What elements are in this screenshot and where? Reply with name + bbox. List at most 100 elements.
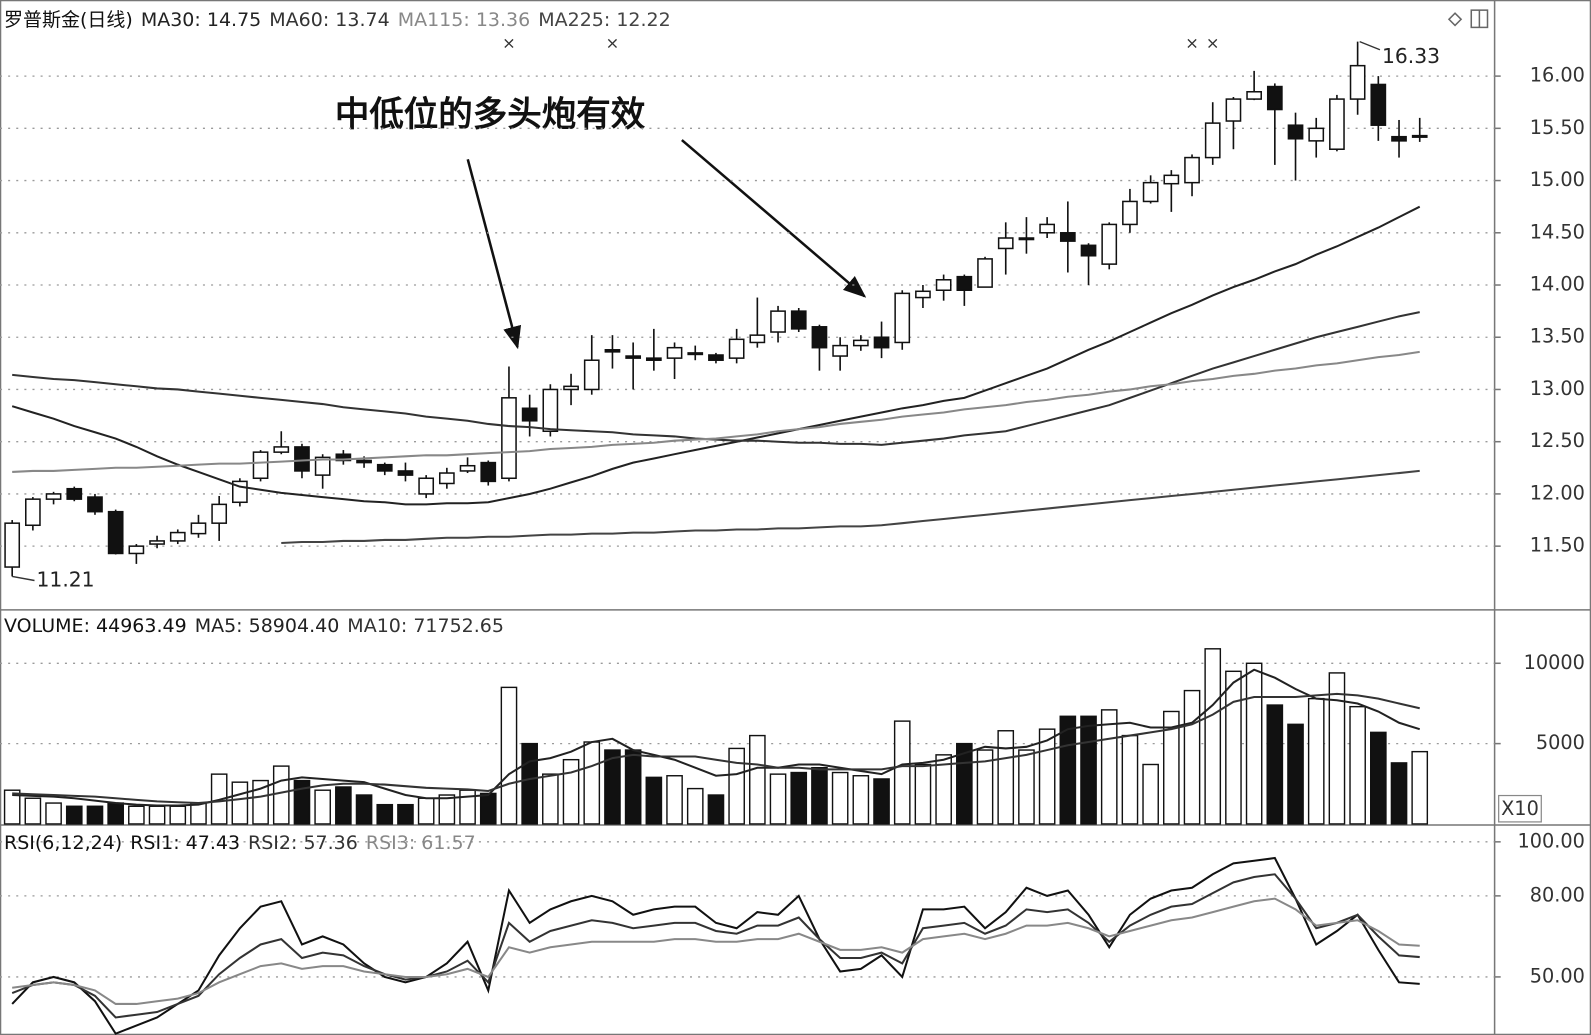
candle-body (25, 498, 41, 527)
candle-body (1059, 232, 1076, 242)
y-tick-label: 80.00 (1530, 883, 1585, 906)
price-header: 罗普斯金(日线) MA3014.75 MA6013.74 MA11513.36 MA22… (4, 9, 679, 31)
candle-body (128, 545, 145, 555)
volume-bar (852, 775, 870, 825)
candle-body (356, 459, 372, 464)
volume-bar (976, 749, 994, 825)
candle-body (894, 292, 911, 344)
candle-body (107, 510, 124, 555)
candle-body (1266, 85, 1283, 111)
y-tick-label: 100.00 (1517, 829, 1584, 852)
candle-body (1308, 127, 1325, 142)
annotation-arrow (466, 158, 522, 350)
annotation: 中低位的多头炮有效 (335, 95, 646, 135)
volume-bar (479, 792, 497, 825)
volume-bar (1390, 762, 1408, 825)
candle-body (45, 493, 62, 500)
legend-readout: 13.36 (475, 9, 531, 31)
candle-body (376, 463, 393, 472)
legend-readout: 58904.40 (248, 615, 340, 637)
low-label: 11.21 (37, 568, 95, 592)
candle-body (1080, 244, 1097, 257)
volume-bar (24, 797, 42, 825)
volume-bar (790, 771, 808, 825)
volume-bar (1163, 710, 1180, 825)
candle-body (625, 355, 642, 359)
candle-body (1039, 223, 1056, 234)
volume-bar (583, 741, 601, 825)
candle-body (87, 496, 103, 513)
candle-body (563, 385, 579, 391)
candle-body (542, 388, 559, 433)
y-tick-label: 5000 (1536, 731, 1585, 754)
rsi-header: RSI(6,12,24) RSI147.43 RSI257.36 RSI361.57 (4, 832, 484, 854)
low-pointer (12, 575, 35, 582)
y-tick-label: 16.00 (1530, 64, 1585, 87)
volume-bar (169, 805, 187, 825)
volume-bar (252, 779, 269, 825)
volume-bar (1307, 697, 1325, 825)
volume-bar (1038, 728, 1056, 825)
header-title: RSI(6,12,24) (4, 832, 123, 854)
candle-body (4, 522, 21, 568)
volume-bar (914, 763, 932, 825)
volume-bar (521, 742, 538, 825)
candle-body (873, 336, 890, 349)
volume-bar (749, 734, 766, 825)
candle-body (149, 540, 165, 545)
volume-bar (707, 794, 725, 825)
icon-diamond[interactable] (1447, 12, 1463, 27)
candle-body (790, 310, 807, 330)
volume-bar (935, 754, 952, 825)
series-line (11, 873, 1420, 1019)
volume-bar (45, 802, 62, 825)
candle-body (438, 472, 455, 485)
candle-body (480, 461, 497, 483)
volume-bar (1328, 672, 1346, 825)
marker: × (606, 34, 620, 53)
candle-body (852, 339, 869, 347)
candle-body (273, 446, 290, 453)
header-readout: 44963.49 (96, 615, 187, 637)
legend-name: MA225 (538, 9, 616, 31)
volume-bar (293, 779, 311, 825)
volume-bar (65, 805, 83, 825)
candle-body (1101, 223, 1118, 265)
volume-bar (500, 686, 518, 825)
candle-body (418, 477, 435, 495)
y-tick-label: 13.00 (1530, 377, 1585, 400)
candle-body (1018, 237, 1035, 241)
legend-name: MA10 (347, 615, 413, 637)
volume-bar (1059, 715, 1077, 825)
series-line (11, 205, 1421, 506)
candle-body (1329, 98, 1345, 150)
marker: × (502, 34, 516, 53)
candle-body (294, 446, 310, 472)
volume-bar (1287, 723, 1304, 825)
volume-bar (1411, 750, 1429, 825)
series-line (12, 668, 1421, 807)
candle-body (211, 503, 228, 524)
volume-bar (686, 787, 704, 825)
volume-bar (624, 749, 642, 825)
volume-bar (1100, 709, 1118, 825)
volume-bar (190, 802, 207, 825)
candle-body (1246, 91, 1262, 100)
volume-bar (1204, 648, 1222, 825)
legend-name: MA30 (141, 9, 207, 31)
candle-body (1204, 122, 1221, 159)
volume-bar (1018, 749, 1035, 825)
volume-bar (811, 766, 828, 825)
volume-bar (397, 803, 414, 825)
legend-readout: 57.36 (303, 832, 358, 854)
candle-body (645, 357, 662, 361)
legend-readout: 71752.65 (413, 615, 504, 637)
volume-header: VOLUME44963.49 MA558904.40 MA1071752.65 (4, 615, 512, 637)
legend-readout: 61.57 (421, 832, 476, 854)
high-pointer (1359, 40, 1381, 51)
series-line (12, 897, 1420, 1005)
candle-body (459, 464, 476, 472)
volume-bar (3, 789, 21, 825)
